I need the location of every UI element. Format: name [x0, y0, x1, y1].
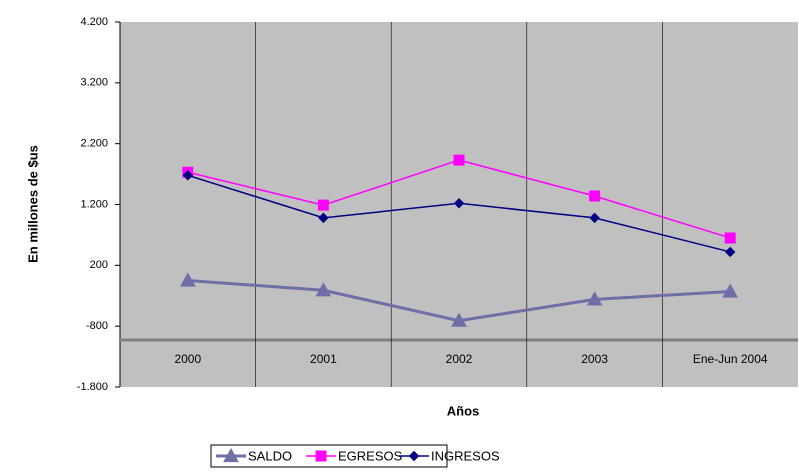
- marker: [724, 232, 736, 244]
- marker: [315, 282, 332, 297]
- marker: [589, 212, 600, 224]
- marker: [586, 291, 603, 306]
- x-axis-title: Años: [447, 403, 480, 418]
- legend-label: INGRESOS: [431, 448, 500, 463]
- marker: [724, 246, 736, 258]
- x-tick-label: Ene-Jun 2004: [693, 352, 768, 366]
- marker: [223, 447, 239, 463]
- x-tick-label: 2003: [581, 352, 608, 366]
- legend-label: EGRESOS: [338, 448, 403, 463]
- y-tick-label: 1.200: [80, 198, 108, 210]
- x-tick-label: 2001: [310, 352, 337, 366]
- y-tick-label: -800: [86, 320, 108, 332]
- marker: [317, 199, 329, 211]
- marker: [453, 198, 465, 209]
- marker: [179, 272, 196, 287]
- marker: [315, 450, 327, 462]
- marker: [408, 450, 420, 462]
- legend-label: SALDO: [248, 448, 292, 463]
- y-axis-title: En millones de $us: [25, 145, 40, 263]
- y-tick-label: 2.200: [80, 138, 108, 150]
- marker: [589, 190, 601, 202]
- y-tick-label: 200: [90, 259, 108, 271]
- marker: [318, 212, 329, 224]
- marker: [182, 170, 194, 181]
- marker: [722, 283, 739, 298]
- x-tick-label: 2000: [174, 352, 201, 366]
- x-tick-label: 2002: [446, 352, 473, 366]
- y-tick-label: 3.200: [80, 77, 108, 89]
- y-tick-label: 4.200: [80, 16, 108, 28]
- marker: [453, 154, 465, 166]
- marker: [451, 312, 467, 327]
- y-tick-label: -1.800: [77, 381, 108, 393]
